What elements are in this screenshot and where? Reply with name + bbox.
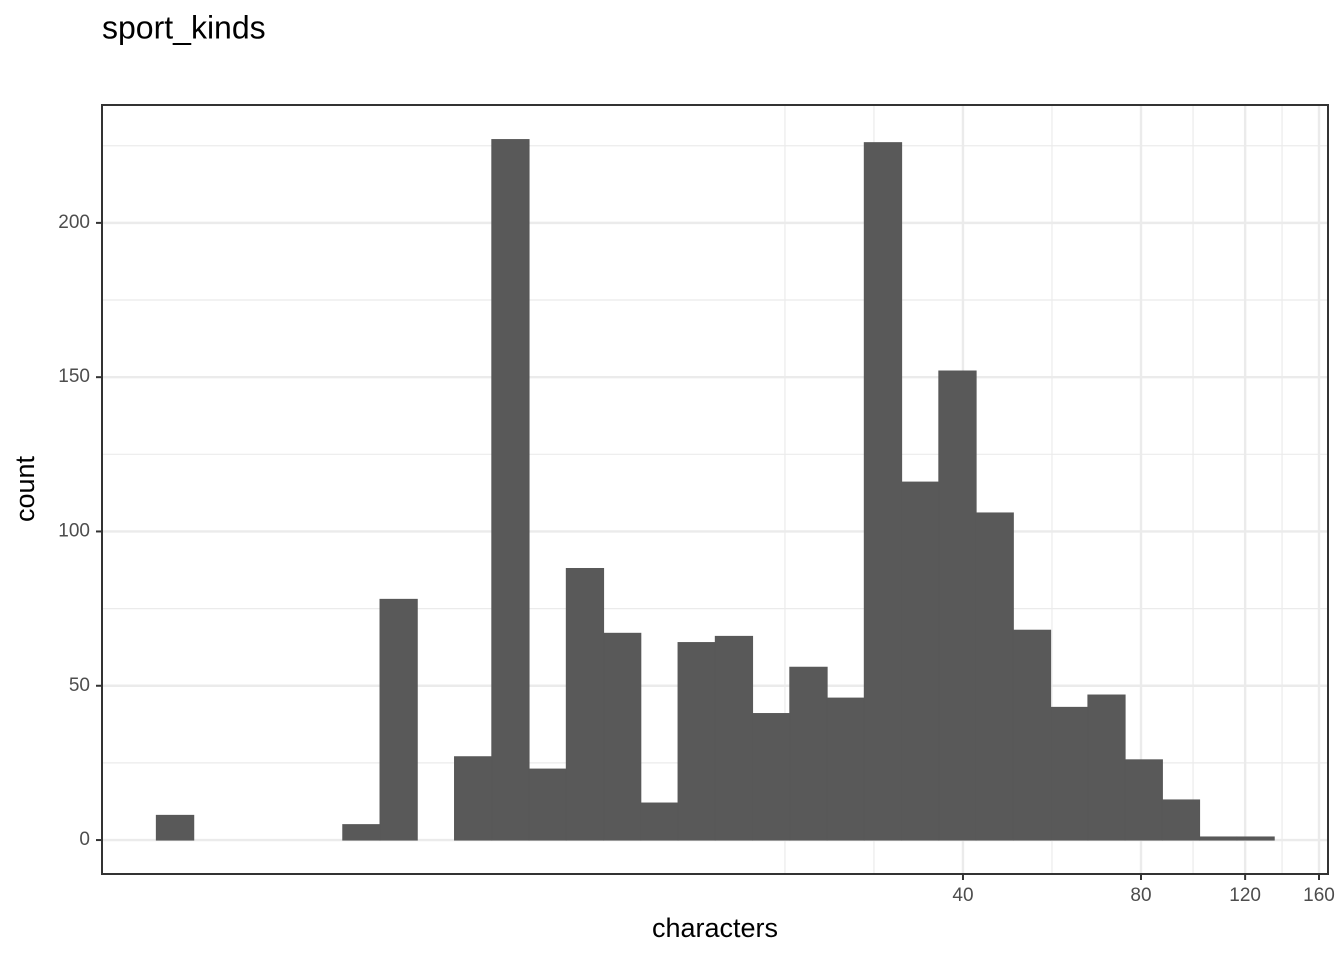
bar <box>379 598 418 841</box>
bar <box>789 666 828 841</box>
bar <box>714 635 754 841</box>
bar <box>938 370 977 841</box>
bar <box>342 824 381 841</box>
bar <box>1236 836 1275 841</box>
y-tick-label: 50 <box>69 675 90 696</box>
x-tick-label: 160 <box>1303 885 1335 906</box>
bar <box>677 642 716 841</box>
y-tick-label: 200 <box>58 212 90 233</box>
bar <box>565 567 605 841</box>
bar <box>1087 694 1126 841</box>
y-tick-label: 150 <box>58 366 90 387</box>
y-tick-label: 100 <box>58 520 90 541</box>
chart-title: sport_kinds <box>102 9 266 45</box>
bar <box>901 481 940 841</box>
x-tick-label: 80 <box>1130 885 1151 906</box>
bar <box>826 697 865 841</box>
bar <box>1124 759 1163 841</box>
panel-border <box>101 104 1329 875</box>
bar <box>752 713 791 841</box>
x-axis-label: characters <box>652 913 778 943</box>
bar <box>1050 706 1089 841</box>
y-tick-label: 0 <box>79 829 90 850</box>
bar <box>1012 629 1052 841</box>
x-tick-label: 40 <box>952 885 973 906</box>
bar <box>528 768 567 841</box>
x-tick-label: 120 <box>1229 885 1261 906</box>
bar <box>863 142 903 841</box>
bar <box>454 756 493 841</box>
bar <box>603 632 642 841</box>
bar <box>155 814 195 841</box>
bar <box>640 802 679 841</box>
bar <box>1199 836 1238 841</box>
bar <box>1161 799 1201 841</box>
bar <box>491 139 530 841</box>
y-axis-label: count <box>10 455 40 522</box>
bar <box>975 512 1014 841</box>
